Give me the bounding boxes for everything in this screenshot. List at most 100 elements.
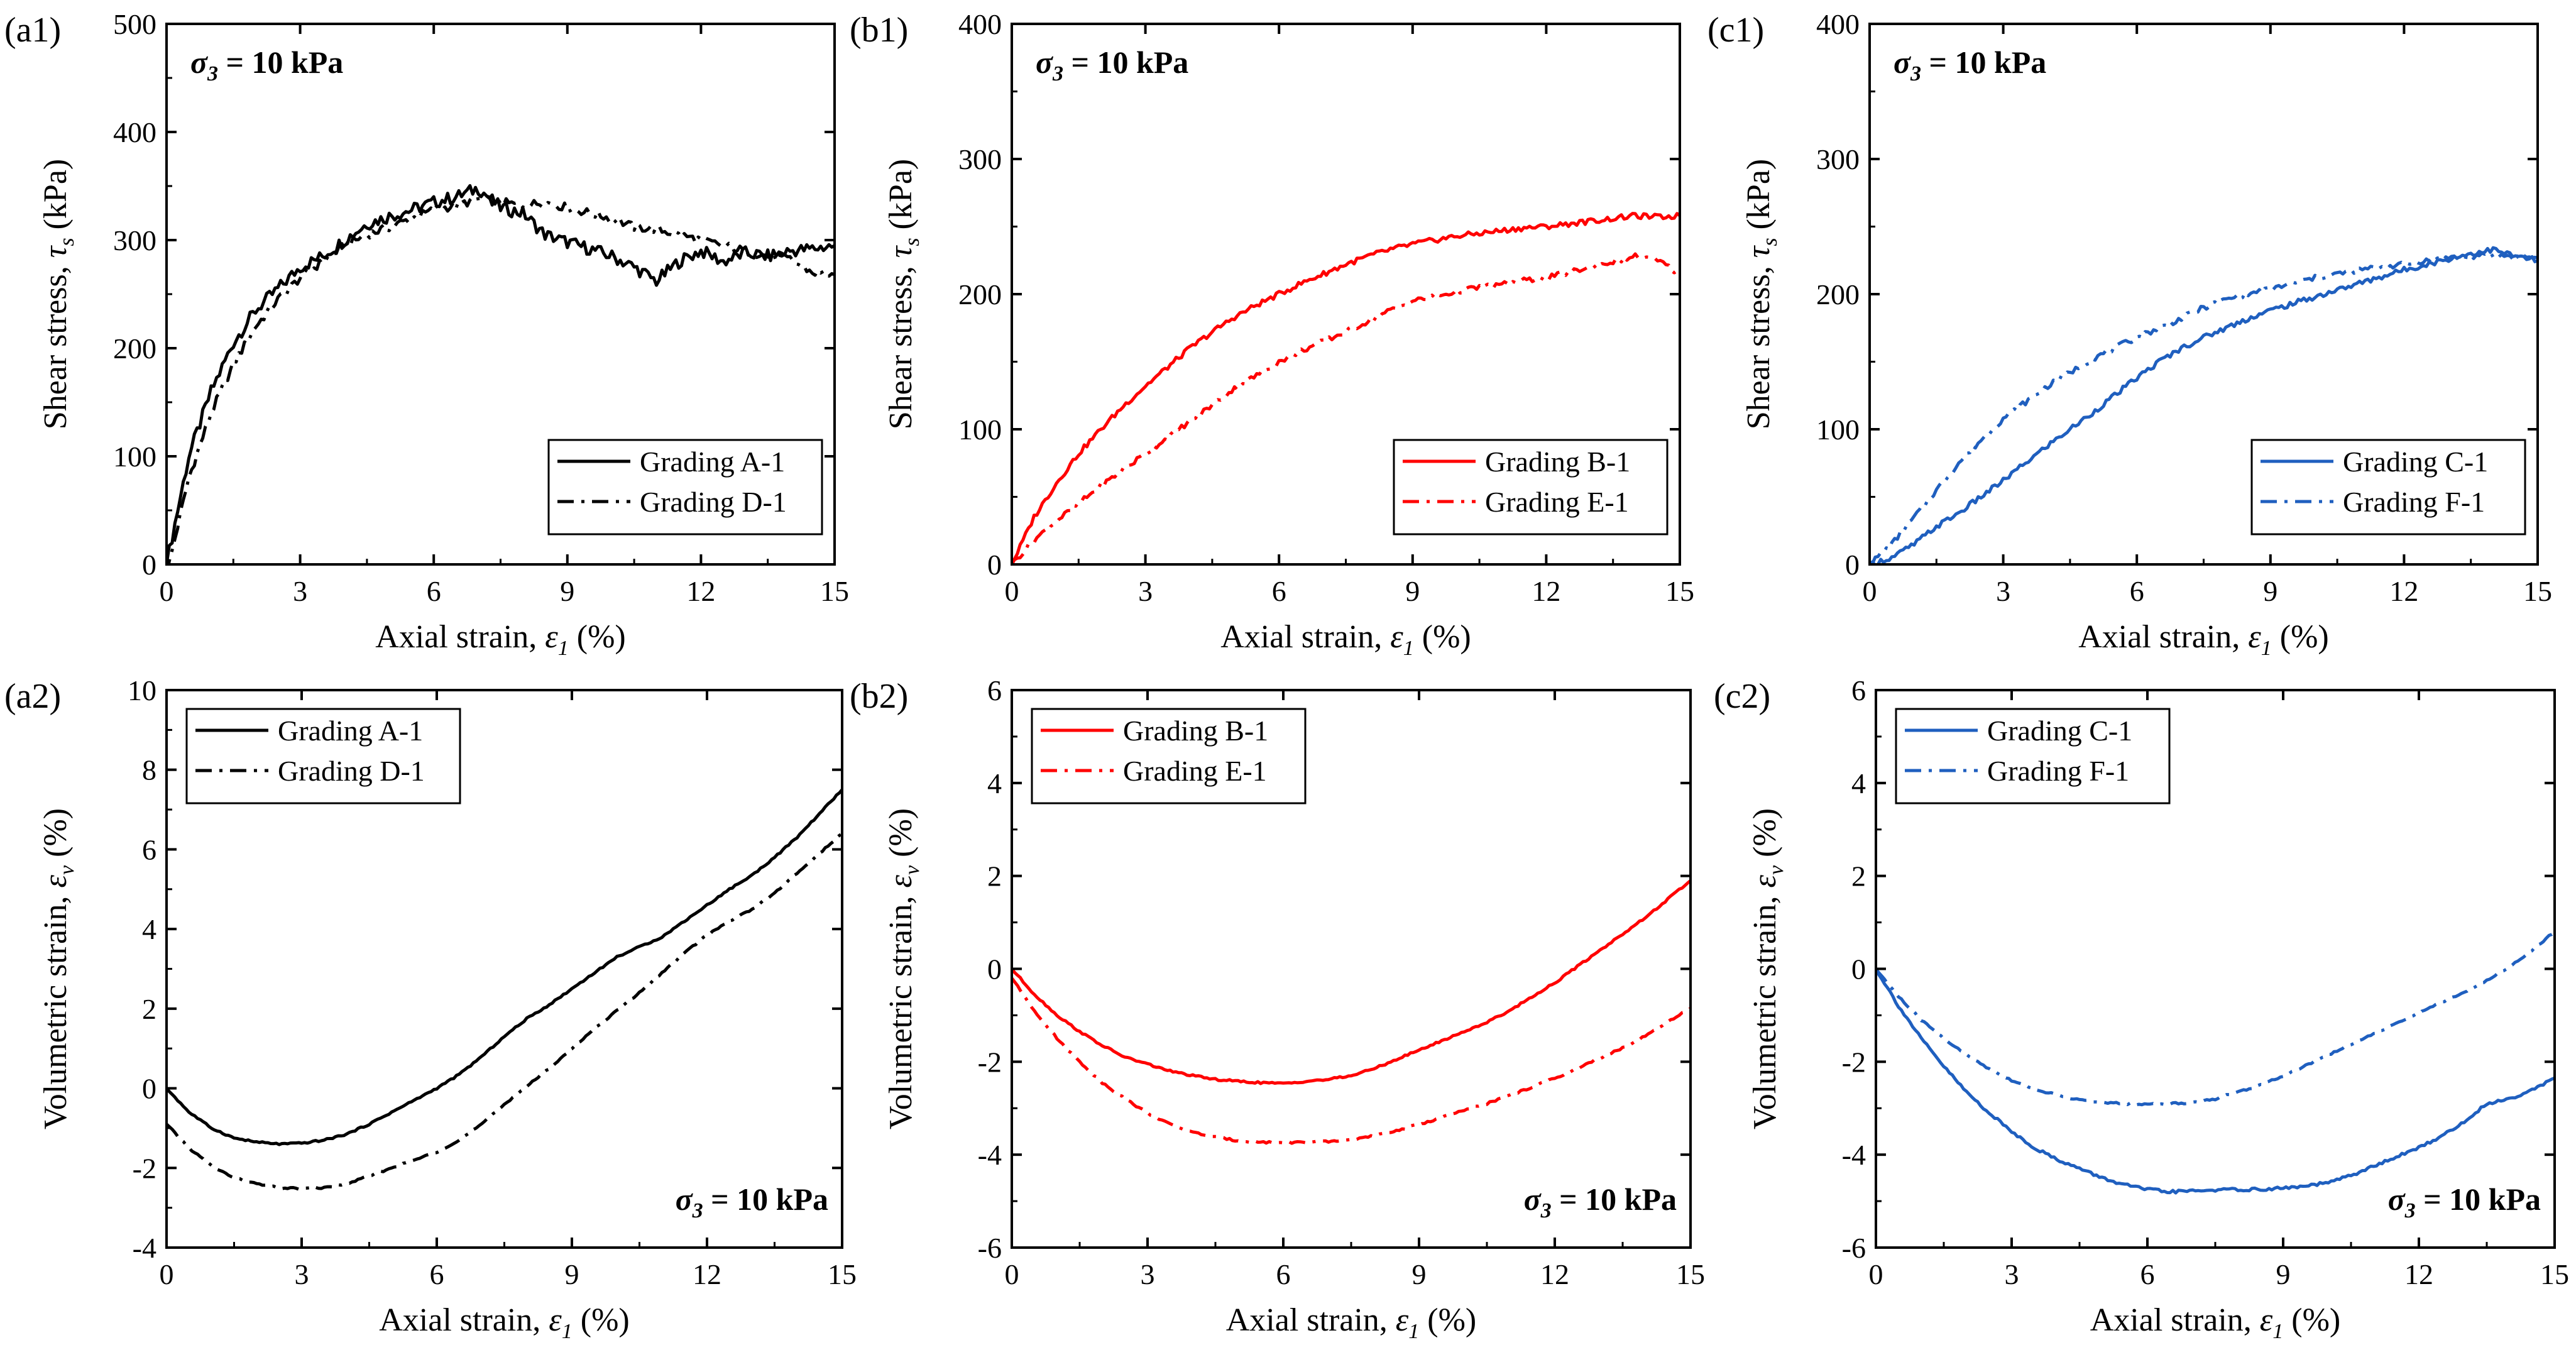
confining-pressure-annotation: σ3 = 10 kPa bbox=[676, 1182, 828, 1222]
x-axis-label: Axial strain, ε1 (%) bbox=[2078, 619, 2329, 660]
legend: Grading C-1 Grading F-1 bbox=[2250, 439, 2526, 535]
x-tick-label: 3 bbox=[1138, 575, 1153, 607]
y-tick-label: 0 bbox=[987, 549, 1002, 581]
y-axis-label: Shear stress, τs (kPa) bbox=[1741, 159, 1782, 429]
x-tick-label: 15 bbox=[1676, 1258, 1705, 1290]
legend-entry: Grading A-1 bbox=[640, 446, 785, 478]
panel-label: (a2) bbox=[4, 677, 61, 716]
panel-a2: 0 3 6 9 12 15 -4 -2 0 2 4 6 8 10 (a2) Axial strain, ε1 … bbox=[4, 674, 857, 1343]
x-axis-label: Axial strain, ε1 (%) bbox=[375, 619, 626, 660]
panel-b2: 0 3 6 9 12 15 -6 -4 -2 0 2 4 6 (b2) Axial strain, ε1 (… bbox=[850, 674, 1705, 1343]
x-tick-label: 12 bbox=[1540, 1258, 1569, 1290]
panel-b1: 0 3 6 9 12 15 0 100 200 300 400 (b1) Axial strain, ε… bbox=[850, 8, 1694, 660]
series-line-grading-a-1 bbox=[167, 788, 842, 1146]
x-tick-label: 12 bbox=[1532, 575, 1560, 607]
y-tick-label: -4 bbox=[978, 1139, 1002, 1171]
y-tick-label: 100 bbox=[1816, 414, 1860, 446]
legend-entry: Grading D-1 bbox=[640, 486, 787, 518]
x-axis-label: Axial strain, ε1 (%) bbox=[1220, 619, 1471, 660]
y-tick-label: 10 bbox=[128, 674, 156, 706]
x-tick-label: 15 bbox=[820, 575, 849, 607]
y-tick-label: 4 bbox=[987, 767, 1002, 799]
y-tick-label: 300 bbox=[113, 224, 156, 256]
y-tick-label: 100 bbox=[113, 441, 156, 473]
series-line-grading-f-1 bbox=[1876, 930, 2555, 1107]
y-axis-label: Volumetric strain, εv (%) bbox=[883, 808, 924, 1129]
legend-entry: Grading F-1 bbox=[2343, 486, 2485, 518]
y-tick-label: 200 bbox=[1816, 278, 1860, 310]
x-tick-label: 6 bbox=[430, 1258, 444, 1290]
legend-entry: Grading D-1 bbox=[278, 755, 425, 787]
x-tick-label: 3 bbox=[2005, 1258, 2019, 1290]
x-tick-label: 6 bbox=[2140, 1258, 2155, 1290]
panel-label: (b2) bbox=[850, 677, 908, 716]
x-tick-label: 0 bbox=[160, 575, 174, 607]
x-tick-label: 0 bbox=[1005, 575, 1019, 607]
x-axis-label: Axial strain, ε1 (%) bbox=[1226, 1302, 1477, 1343]
y-tick-label: -2 bbox=[978, 1046, 1002, 1078]
x-tick-label: 3 bbox=[1141, 1258, 1155, 1290]
series-line-grading-d-1 bbox=[167, 832, 842, 1191]
x-tick-label: 3 bbox=[295, 1258, 309, 1290]
y-tick-label: 400 bbox=[1816, 8, 1860, 40]
x-tick-label: 12 bbox=[2404, 1258, 2433, 1290]
x-tick-label: 15 bbox=[828, 1258, 857, 1290]
legend-box bbox=[1895, 708, 2171, 804]
panel-label: (c2) bbox=[1714, 677, 1770, 716]
legend-entry: Grading C-1 bbox=[1987, 715, 2132, 747]
y-tick-label: 4 bbox=[1851, 767, 1866, 799]
series-line-grading-f-1 bbox=[1870, 251, 2538, 564]
panel-a1: 0 3 6 9 12 15 0 100 200 300 400 500 (a1) Axial strain… bbox=[4, 8, 849, 660]
x-axis-label: Axial strain, ε1 (%) bbox=[2090, 1302, 2341, 1343]
y-tick-label: 8 bbox=[142, 754, 156, 786]
series-line-grading-c-1 bbox=[1870, 246, 2538, 564]
x-tick-label: 12 bbox=[2389, 575, 2418, 607]
legend-box bbox=[185, 708, 461, 804]
x-tick-label: 3 bbox=[1996, 575, 2010, 607]
confining-pressure-annotation: σ3 = 10 kPa bbox=[1524, 1182, 1677, 1222]
legend-box bbox=[1031, 708, 1307, 804]
legend-entry: Grading B-1 bbox=[1485, 446, 1630, 478]
y-tick-label: -4 bbox=[133, 1232, 156, 1264]
legend-entry: Grading A-1 bbox=[278, 715, 423, 747]
x-tick-label: 0 bbox=[160, 1258, 174, 1290]
y-tick-label: 0 bbox=[1845, 549, 1860, 581]
y-tick-label: -6 bbox=[978, 1232, 1002, 1264]
x-tick-label: 15 bbox=[2540, 1258, 2569, 1290]
legend-entry: Grading F-1 bbox=[1987, 755, 2129, 787]
x-tick-label: 6 bbox=[1272, 575, 1286, 607]
panel-c2: 0 3 6 9 12 15 -6 -4 -2 0 2 4 6 (c2) Axial strain, ε1 (… bbox=[1714, 674, 2569, 1343]
legend: Grading C-1 Grading F-1 bbox=[1895, 708, 2171, 804]
series-line-grading-b-1 bbox=[1012, 212, 1680, 564]
x-tick-label: 0 bbox=[1869, 1258, 1883, 1290]
legend-box bbox=[547, 439, 823, 535]
x-tick-label: 9 bbox=[2263, 575, 2277, 607]
x-tick-label: 12 bbox=[686, 575, 715, 607]
y-tick-label: 200 bbox=[958, 278, 1002, 310]
y-tick-label: 2 bbox=[1851, 860, 1866, 892]
y-tick-label: 2 bbox=[142, 993, 156, 1025]
panel-label: (c1) bbox=[1707, 11, 1764, 50]
x-tick-label: 9 bbox=[1412, 1258, 1427, 1290]
y-tick-label: 0 bbox=[987, 953, 1002, 985]
y-tick-label: 2 bbox=[987, 860, 1002, 892]
x-tick-label: 9 bbox=[565, 1258, 579, 1290]
legend-entry: Grading B-1 bbox=[1123, 715, 1268, 747]
y-tick-label: 200 bbox=[113, 332, 156, 365]
legend: Grading A-1 Grading D-1 bbox=[547, 439, 823, 535]
y-tick-label: -6 bbox=[1842, 1232, 1866, 1264]
series-line-grading-d-1 bbox=[167, 194, 835, 564]
legend: Grading B-1 Grading E-1 bbox=[1393, 439, 1669, 535]
x-tick-label: 6 bbox=[1276, 1258, 1291, 1290]
y-tick-label: 4 bbox=[142, 913, 156, 945]
y-tick-label: 0 bbox=[1851, 953, 1866, 985]
y-tick-label: 400 bbox=[113, 116, 156, 148]
series-line-grading-a-1 bbox=[167, 184, 835, 564]
y-axis-label: Volumetric strain, εv (%) bbox=[38, 808, 79, 1129]
legend: Grading A-1 Grading D-1 bbox=[185, 708, 461, 804]
series-line-grading-b-1 bbox=[1012, 879, 1691, 1085]
x-tick-label: 15 bbox=[2523, 575, 2552, 607]
y-tick-label: 300 bbox=[958, 143, 1002, 175]
series-line-grading-c-1 bbox=[1876, 968, 2555, 1195]
